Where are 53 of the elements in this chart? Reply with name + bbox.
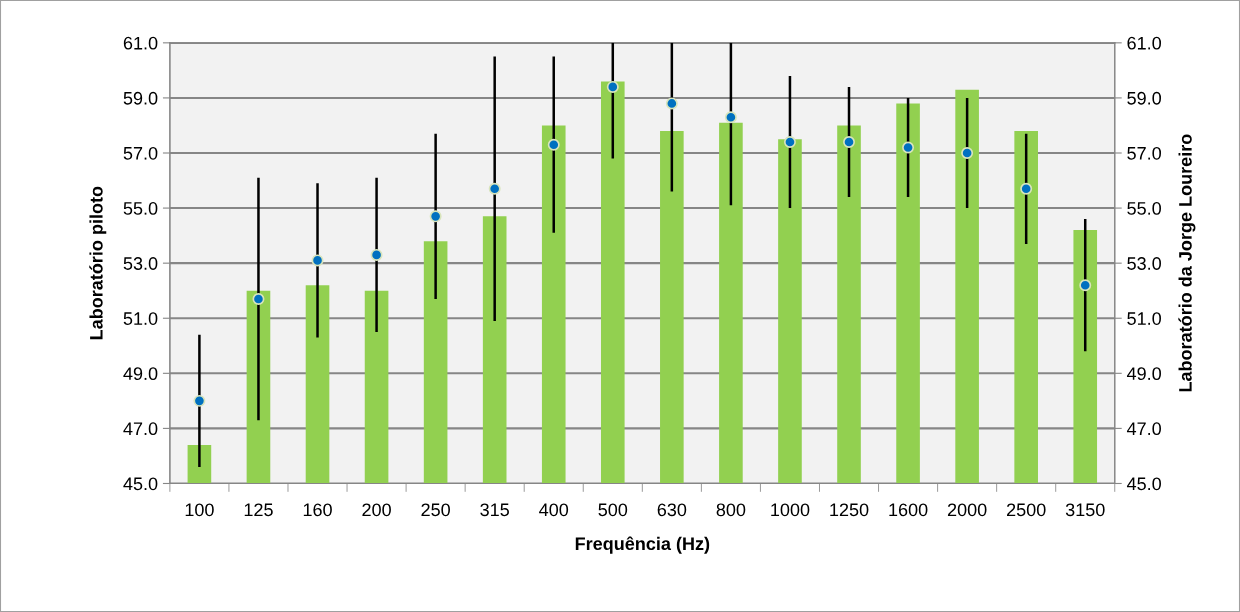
y2-tick-label: 49.0	[1126, 367, 1161, 381]
point	[665, 97, 678, 110]
point	[311, 254, 324, 267]
y2-tick-label: 61.0	[1127, 36, 1161, 50]
y-tick-label: 51.0	[123, 312, 158, 325]
point	[429, 210, 442, 223]
y-tick-label: 61.0	[123, 36, 158, 50]
x-tick-label: 200	[362, 503, 391, 517]
y2-tick-label: 51.0	[1127, 312, 1161, 325]
point	[961, 147, 974, 159]
y-tick-label: 47.0	[123, 422, 158, 436]
x-tick-label: 2500	[1007, 503, 1046, 517]
y-tick-label: 53.0	[123, 257, 158, 270]
y-tick-label: 45.0	[123, 477, 158, 491]
point	[902, 141, 915, 154]
x-tick-label: 100	[185, 503, 214, 517]
x-tick-label: 3150	[1065, 503, 1105, 517]
point	[783, 135, 796, 148]
x-tick-label: 1250	[830, 503, 869, 517]
x-axis-title: Frequência (Hz)	[575, 536, 710, 554]
y-axis-title: Laboratório piloto	[89, 186, 107, 340]
x-tick-label: 500	[598, 503, 628, 517]
point	[606, 80, 619, 93]
point	[1079, 279, 1092, 292]
point	[547, 138, 560, 151]
point	[1020, 182, 1033, 195]
x-tick-label: 630	[657, 503, 687, 517]
point	[724, 111, 737, 124]
y-tick-label: 55.0	[123, 202, 158, 215]
x-tick-label: 1000	[771, 503, 810, 517]
y-tick-label: 59.0	[123, 91, 158, 105]
y-tick-label: 57.0	[123, 146, 158, 160]
x-tick-label: 250	[421, 503, 450, 517]
point	[370, 248, 383, 261]
y2-tick-label: 55.0	[1127, 202, 1161, 215]
point	[252, 292, 265, 305]
y2-tick-label: 45.0	[1126, 477, 1161, 491]
y2-axis-title: Laboratório da Jorge Loureiro	[1178, 134, 1196, 392]
y2-tick-label: 59.0	[1127, 91, 1161, 105]
x-tick-label: 160	[303, 503, 332, 517]
point	[193, 394, 206, 407]
y2-tick-label: 53.0	[1127, 257, 1161, 270]
point	[843, 135, 855, 148]
x-tick-label: 800	[716, 503, 746, 517]
point	[488, 182, 501, 195]
y2-tick-label: 47.0	[1126, 422, 1161, 436]
x-tick-label: 400	[539, 503, 569, 517]
x-tick-label: 315	[480, 503, 509, 517]
x-tick-label: 1600	[889, 503, 928, 517]
x-tick-label: 2000	[947, 503, 987, 517]
y-tick-label: 49.0	[123, 367, 158, 381]
x-tick-label: 125	[244, 503, 273, 517]
y2-tick-label: 57.0	[1127, 146, 1161, 160]
